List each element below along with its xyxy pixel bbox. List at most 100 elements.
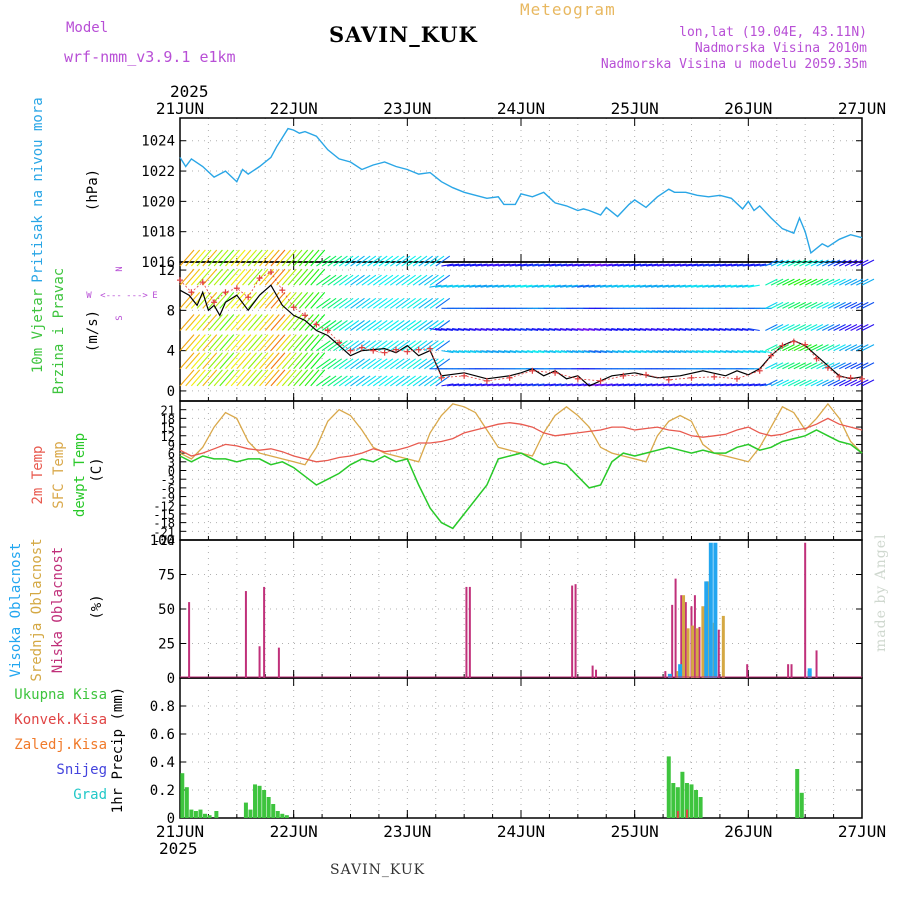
- temp-unit: (C): [89, 457, 105, 482]
- wind-vector: [321, 358, 337, 370]
- wind-vector: [264, 334, 280, 351]
- wind-vector: [833, 362, 846, 370]
- wind-vector: [787, 324, 801, 331]
- wind-vector: [662, 350, 676, 354]
- wind-vector: [702, 383, 715, 387]
- wind-vector: [321, 274, 337, 286]
- wind-vector: [202, 352, 218, 370]
- wind-vector: [185, 249, 201, 267]
- lonlat-label: lon,lat (19.04E, 43.11N): [679, 25, 867, 40]
- wind-vector: [782, 344, 795, 352]
- wind-vector: [395, 255, 411, 267]
- wind-vector: [287, 352, 303, 370]
- wind-vector: [208, 352, 223, 370]
- wind-vector: [185, 369, 201, 387]
- pressure-ytick-label: 1016: [141, 255, 175, 271]
- wind-vector: [787, 278, 801, 286]
- wind-vector: [526, 350, 539, 354]
- wind-vector: [225, 334, 240, 351]
- low-cloud-bar: [468, 586, 471, 678]
- wind-vector: [355, 320, 371, 331]
- wind-vector: [543, 263, 556, 267]
- wind-vector: [236, 249, 252, 267]
- wind-vector: [418, 358, 434, 370]
- wind-vector: [543, 327, 556, 332]
- wind-vector: [782, 278, 795, 286]
- x-tick-label-bottom: 27JUN: [838, 822, 886, 841]
- wind-vector: [287, 369, 303, 387]
- model-altitude-label: Nadmorska Visina u modelu 2059.35m: [600, 57, 867, 72]
- high-cloud-bar: [708, 542, 713, 678]
- wind-vector: [389, 358, 405, 370]
- wind-vector: [560, 284, 573, 288]
- wind-vector: [333, 255, 348, 267]
- wind-vector: [372, 274, 388, 286]
- wind-vector: [259, 334, 274, 351]
- wind-vector: [696, 327, 709, 332]
- wind-vector: [782, 324, 795, 331]
- wind-vector: [407, 274, 422, 286]
- wind-vector: [481, 263, 494, 267]
- wind-vector: [378, 320, 394, 331]
- wind-vector: [190, 314, 206, 331]
- wind-vector: [839, 344, 852, 352]
- wind-vector: [543, 350, 556, 354]
- wind-vector: [770, 259, 784, 267]
- wind-vector: [259, 314, 274, 331]
- wind-vector: [407, 320, 422, 331]
- wind-vector: [344, 340, 360, 352]
- low-cloud-bar: [790, 664, 793, 678]
- wind-vector: [747, 284, 760, 288]
- wind-vector: [247, 314, 263, 331]
- wind-vector: [623, 383, 636, 387]
- wind-vector: [532, 263, 545, 267]
- wind-vector: [196, 334, 212, 351]
- wind-vector: [491, 327, 505, 332]
- wind-vector: [389, 297, 405, 309]
- wind-vector: [361, 274, 377, 286]
- x-tick-label-top: 27JUN: [838, 99, 886, 118]
- wind-vector: [412, 274, 428, 286]
- wind-vector: [213, 334, 229, 351]
- wind-vector: [787, 301, 801, 309]
- wind-vector: [503, 383, 517, 387]
- wind-vector: [599, 327, 613, 332]
- wind-vector: [725, 263, 738, 267]
- wind-vector: [418, 274, 434, 286]
- wind-vector: [856, 324, 869, 331]
- wind-vector: [685, 327, 698, 332]
- wind-vector: [816, 344, 829, 352]
- wind-ytick-label: 0: [167, 384, 175, 400]
- wind-vector: [588, 327, 601, 332]
- wind-vector: [287, 314, 303, 331]
- wind-vector: [651, 383, 664, 387]
- wind-vector: [543, 383, 556, 387]
- wind-vector: [355, 358, 371, 370]
- x-tick-label-top: 26JUN: [724, 99, 772, 118]
- wind-vector: [281, 249, 297, 267]
- wind-vector: [401, 320, 416, 331]
- wind-vector: [605, 327, 618, 332]
- wind-vector: [457, 327, 470, 332]
- wind-vector: [514, 327, 527, 332]
- cloud-unit: (%): [89, 594, 105, 619]
- wind-vector: [543, 284, 556, 288]
- wind-vector: [196, 291, 212, 309]
- wind-vector: [355, 255, 371, 267]
- pressure-ytick-label: 1020: [141, 194, 175, 210]
- total-precip-bar: [795, 769, 800, 818]
- wind-vector: [810, 362, 824, 370]
- wind-vector: [418, 340, 434, 352]
- wind-vector: [515, 383, 528, 387]
- wind-vector: [724, 327, 738, 332]
- wind-ytick-label: 12: [158, 263, 175, 279]
- wind-vector: [247, 352, 263, 370]
- wind-vector: [372, 320, 388, 331]
- wind-vector: [327, 358, 343, 370]
- wind-vector: [776, 278, 789, 286]
- wind-vector: [350, 375, 365, 387]
- mid-cloud-bar: [721, 615, 725, 678]
- wind-vector: [628, 327, 641, 332]
- wind-vector: [555, 383, 568, 387]
- wind-vector: [293, 352, 309, 370]
